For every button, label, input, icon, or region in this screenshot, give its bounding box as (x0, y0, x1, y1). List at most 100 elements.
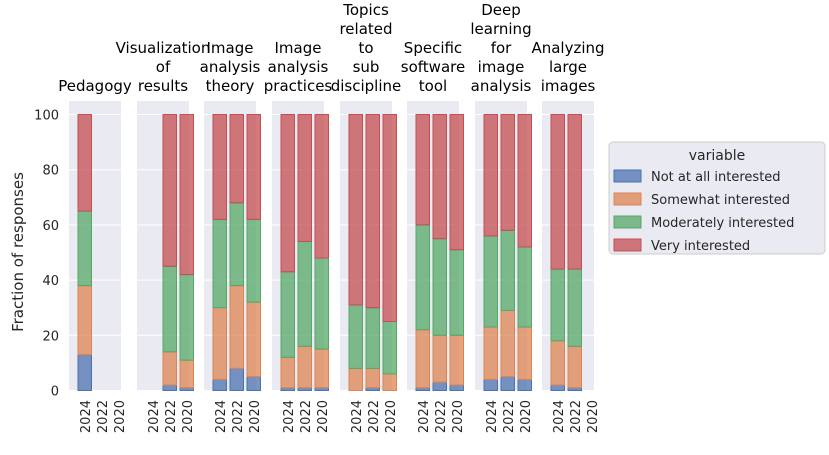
bar-segment (517, 326, 532, 380)
legend-swatch (613, 169, 642, 183)
bar-segment (483, 326, 498, 380)
panel-background (69, 101, 121, 391)
bar-segment (550, 268, 565, 342)
panel-title-line: Image (275, 39, 322, 57)
panel-title-line: Image (207, 39, 254, 57)
panel-title-line: analysis (200, 58, 261, 76)
legend-label: Not at all interested (651, 170, 781, 185)
legend-label: Moderately interested (651, 216, 794, 231)
bar-segment (246, 301, 261, 378)
x-tick-label: 2022 (569, 400, 584, 433)
x-tick-label: 2024 (350, 400, 365, 433)
bar-segment (179, 274, 194, 361)
bar-segment (500, 114, 515, 231)
bar-segment (415, 114, 430, 226)
bar-segment (365, 114, 380, 309)
x-tick-label: 2020 (586, 400, 601, 433)
bar-segment (550, 340, 565, 386)
panel-title-line: Deep (481, 1, 521, 19)
bar-segment (449, 114, 464, 251)
bar-segment (229, 114, 244, 204)
bar-segment (212, 307, 227, 380)
legend-swatch (613, 192, 642, 206)
y-axis-label: Fraction of responses (9, 172, 27, 332)
bar-segment (415, 329, 430, 389)
bar-segment (280, 271, 295, 358)
bar-segment (162, 351, 177, 386)
bar-segment (382, 321, 397, 375)
bar-segment (432, 381, 447, 392)
panel-title-line: sub (353, 58, 380, 76)
bar-segment (246, 114, 261, 220)
x-tick-label: 2022 (231, 400, 246, 433)
x-tick-label: 2022 (96, 400, 111, 433)
bar-segment (229, 202, 244, 287)
panel-title-line: for (491, 39, 512, 57)
panel-title-line: image (478, 58, 525, 76)
bar-segment (382, 114, 397, 322)
bar-segment (314, 257, 329, 350)
bar-segment (297, 114, 312, 242)
x-tick-label: 2024 (147, 400, 162, 433)
bar-segment (449, 334, 464, 386)
bar-segment (162, 384, 177, 392)
legend-label: Somewhat interested (651, 193, 790, 208)
bar-segment (365, 307, 380, 369)
panel-title-line: practices (264, 77, 333, 95)
x-tick-label: 2020 (384, 400, 399, 433)
bar-segment (280, 356, 295, 389)
bar-segment (162, 265, 177, 353)
panel-title-line: images (541, 77, 596, 95)
x-tick-label: 2022 (299, 400, 314, 433)
panel-title-line: theory (206, 77, 255, 95)
bar-segment (314, 348, 329, 389)
panel-title-line: Topics (342, 1, 389, 19)
legend-title: variable (689, 148, 745, 164)
y-tick-label: 60 (42, 219, 59, 234)
panel-title-line: Analyzing (531, 39, 604, 57)
x-tick-label: 2024 (282, 400, 297, 433)
legend-swatch (613, 215, 642, 229)
x-tick-label: 2020 (181, 400, 196, 433)
x-tick-label: 2020 (316, 400, 331, 433)
bar-segment (550, 384, 565, 392)
bar-segment (432, 334, 447, 383)
bar-segment (77, 210, 92, 287)
bar-segment (212, 114, 227, 220)
panel-title-line: analysis (268, 58, 329, 76)
bar-segment (567, 268, 582, 347)
panel-title-line: analysis (471, 77, 532, 95)
y-tick-label: 0 (51, 385, 59, 400)
panel-title-line: Visualization (116, 39, 211, 57)
panel-title-line: related (339, 20, 392, 38)
bar-segment (415, 224, 430, 331)
panel-title-line: results (138, 77, 188, 95)
bar-segment (77, 354, 92, 391)
bar-segment (449, 249, 464, 336)
panel-title-line: Pedagogy (58, 77, 132, 95)
bar-segment (297, 240, 312, 347)
facet-panel-1: Pedagogy 2024 2022 2020 (58, 77, 132, 433)
x-tick-label: 2024 (485, 400, 500, 433)
bar-segment (517, 378, 532, 391)
bar-segment (483, 378, 498, 391)
bar-segment (567, 345, 582, 389)
y-tick-label: 80 (42, 164, 59, 179)
x-tick-label: 2020 (451, 400, 466, 433)
x-tick-label: 2020 (519, 400, 534, 433)
bar-segment (179, 359, 194, 389)
legend-box (608, 141, 826, 255)
panel-title-line: of (156, 58, 171, 76)
bar-segment (314, 114, 329, 259)
bar-segment (365, 367, 380, 389)
x-tick-label: 2024 (417, 400, 432, 433)
panel-title-line: discipline (331, 77, 402, 95)
x-tick-label: 2024 (79, 400, 94, 433)
